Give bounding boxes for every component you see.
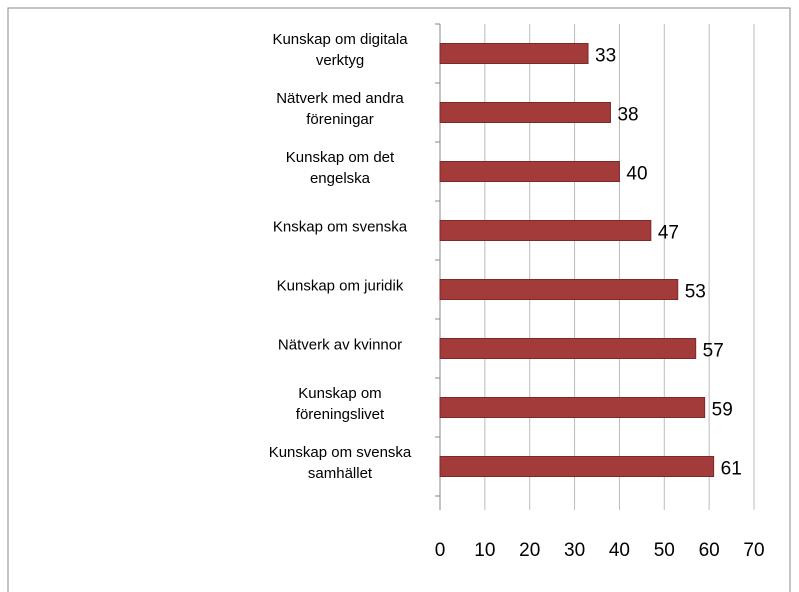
data-label: 38 [617, 105, 638, 126]
y-tick-label: Nätverk av kvinnor [277, 336, 403, 353]
data-label: 53 [685, 282, 706, 303]
data-label: 61 [721, 459, 742, 480]
x-tick-label: 60 [699, 540, 720, 561]
x-tick-label: 10 [474, 540, 495, 561]
bar [439, 102, 611, 123]
data-label: 57 [703, 341, 724, 362]
y-tick-label: Knskap om svenska [272, 218, 408, 235]
frame [7, 7, 791, 592]
data-label: 33 [595, 46, 616, 67]
x-tick-label: 20 [519, 540, 540, 561]
y-tick-label: Kunskap om föreningslivet [295, 384, 385, 423]
x-tick-label: 50 [654, 540, 675, 561]
bar [439, 338, 697, 359]
y-tick-label: Kunskap om svenska samhället [268, 443, 412, 482]
data-label: 47 [658, 223, 679, 244]
bar [439, 279, 679, 300]
bar [439, 43, 589, 64]
data-label: 40 [626, 164, 647, 185]
data-label: 59 [712, 400, 733, 421]
x-tick-label: 40 [609, 540, 630, 561]
y-tick-label: Kunskap om juridik [276, 277, 404, 294]
bar [439, 456, 715, 477]
y-tick-label: Kunskap om det engelska [285, 148, 395, 187]
x-tick-label: 30 [564, 540, 585, 561]
x-tick-label: 70 [743, 540, 764, 561]
y-tick-label: Kunskap om digitala verktyg [272, 30, 408, 69]
bar [439, 397, 706, 418]
bar [439, 161, 620, 182]
bar [439, 220, 652, 241]
y-tick-label: Nätverk med andra föreningar [276, 89, 404, 128]
x-tick-label: 0 [435, 540, 446, 561]
